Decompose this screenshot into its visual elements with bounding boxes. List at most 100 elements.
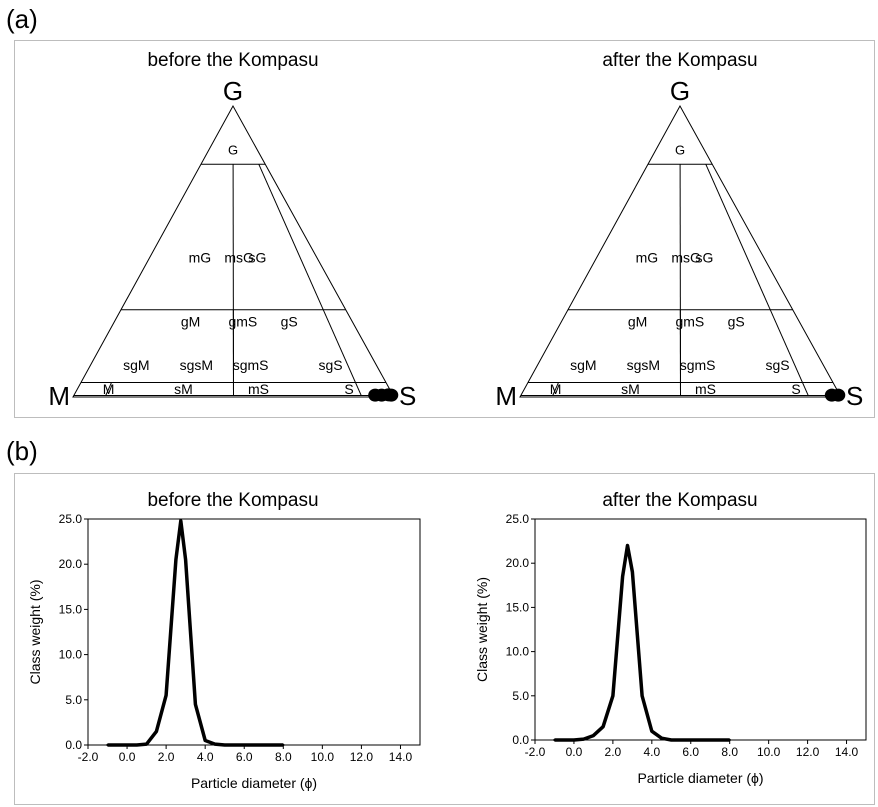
x-tick-label: 2.0 xyxy=(605,745,622,759)
region-label-gS: gS xyxy=(281,313,298,329)
y-tick-label: 0.0 xyxy=(65,738,82,752)
vertex-label-gravel: G xyxy=(670,76,690,106)
x-tick-label: 0.0 xyxy=(566,745,583,759)
y-tick-label: 15.0 xyxy=(59,602,83,616)
data-point xyxy=(164,694,168,697)
region-label-msG: msG xyxy=(224,249,254,265)
series-line xyxy=(554,543,730,742)
data-point xyxy=(679,738,683,742)
x-tick-label: 14.0 xyxy=(389,750,413,764)
data-point xyxy=(563,738,566,742)
region-label-gS: gS xyxy=(728,313,745,329)
x-tick-label: 2.0 xyxy=(158,750,175,764)
data-point xyxy=(252,743,256,747)
region-label-msG: msG xyxy=(671,249,701,265)
plot-area-frame xyxy=(534,518,867,741)
data-point xyxy=(262,743,265,747)
data-point xyxy=(728,738,731,742)
region-label-sgM: sgM xyxy=(570,357,596,373)
ratio-boundary-1-9 xyxy=(105,382,112,396)
ratio-boundary-9-1-upper xyxy=(705,163,771,310)
region-label-gmS: gmS xyxy=(675,313,704,329)
data-point xyxy=(621,575,624,578)
data-point xyxy=(582,737,585,741)
data-point xyxy=(174,558,178,561)
data-point xyxy=(709,738,712,742)
x-tick-label: 8.0 xyxy=(275,750,292,764)
data-point xyxy=(184,558,187,561)
vertex-label-sand: S xyxy=(846,381,863,411)
y-tick-label: 15.0 xyxy=(506,600,530,614)
region-label-mS: mS xyxy=(248,381,269,397)
chart-title: after the Kompasu xyxy=(602,490,757,511)
vertex-label-sand: S xyxy=(399,381,416,411)
data-point xyxy=(223,743,226,747)
region-label-S: S xyxy=(791,381,800,397)
region-label-sM: sM xyxy=(174,381,193,397)
x-tick-label: 12.0 xyxy=(350,750,374,764)
panel-label-b: (b) xyxy=(6,436,38,466)
region-label-M: M xyxy=(550,381,562,397)
x-tick-label: 12.0 xyxy=(796,745,820,759)
series-line xyxy=(107,519,284,747)
data-point xyxy=(626,544,629,547)
ratio-boundary-9-1-upper xyxy=(258,163,324,310)
x-tick-label: 10.0 xyxy=(311,750,335,764)
data-point xyxy=(135,743,139,747)
x-tick-label: -2.0 xyxy=(78,750,99,764)
ratio-boundary-9-1-lower xyxy=(769,309,809,396)
region-label-gM: gM xyxy=(181,313,200,329)
data-point xyxy=(213,742,217,746)
x-tick-label: 10.0 xyxy=(757,745,781,759)
data-point xyxy=(179,519,182,523)
region-label-mS: mS xyxy=(695,381,716,397)
y-axis-title: Class weight (%) xyxy=(27,579,43,684)
sample-point xyxy=(831,388,846,402)
data-point xyxy=(243,743,246,747)
panel-label-a: (a) xyxy=(6,4,38,34)
histogram-panel-frame xyxy=(14,473,875,805)
data-point xyxy=(233,743,236,747)
region-label-G: G xyxy=(675,143,685,158)
region-label-sM: sM xyxy=(621,381,640,397)
y-tick-label: 5.0 xyxy=(512,689,529,703)
y-tick-label: 5.0 xyxy=(65,693,82,707)
y-tick-label: 20.0 xyxy=(59,557,83,571)
sample-point xyxy=(384,388,399,402)
data-point xyxy=(106,743,109,747)
data-point xyxy=(116,743,119,747)
region-label-gmS: gmS xyxy=(228,313,257,329)
x-tick-label: 0.0 xyxy=(119,750,136,764)
chart-title: after the Kompasu xyxy=(602,50,757,71)
y-axis-title: Class weight (%) xyxy=(474,577,490,682)
data-point xyxy=(689,738,692,742)
region-label-sgmS: sgmS xyxy=(233,357,269,373)
vertex-label-mud: M xyxy=(48,381,70,411)
region-label-sgsM: sgsM xyxy=(627,357,660,373)
data-point xyxy=(699,738,702,742)
chart-title: before the Kompasu xyxy=(147,490,318,511)
data-point xyxy=(155,730,158,733)
y-tick-label: 10.0 xyxy=(59,648,83,662)
y-tick-label: 20.0 xyxy=(506,556,530,570)
data-point xyxy=(194,703,197,706)
vertex-label-mud: M xyxy=(495,381,517,411)
data-point xyxy=(125,743,129,747)
x-tick-label: -2.0 xyxy=(525,745,546,759)
data-point xyxy=(601,725,605,728)
region-label-sG: sG xyxy=(696,249,714,265)
region-label-gM: gM xyxy=(628,313,647,329)
y-tick-label: 25.0 xyxy=(59,512,83,526)
ratio-boundary-9-1-lower xyxy=(322,309,362,396)
data-point xyxy=(145,742,148,746)
region-label-mG: mG xyxy=(636,249,659,265)
data-point xyxy=(611,694,615,697)
data-point xyxy=(553,738,556,742)
region-label-sgS: sgS xyxy=(319,357,343,373)
data-point xyxy=(670,738,673,742)
x-axis-title: Particle diameter (ϕ) xyxy=(191,775,317,791)
